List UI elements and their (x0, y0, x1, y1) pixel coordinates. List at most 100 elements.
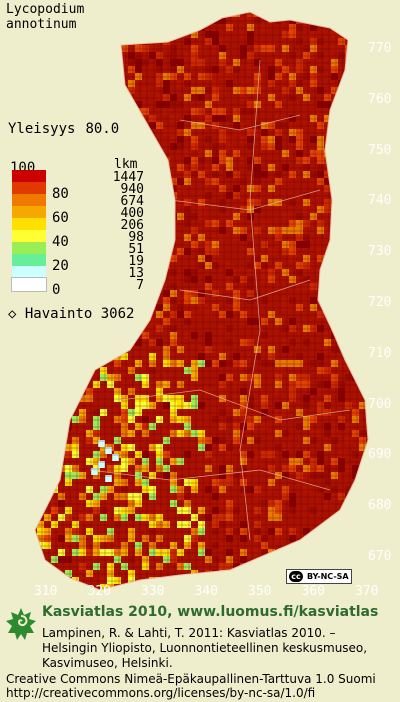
map-cell (338, 199, 345, 206)
map-cell (282, 591, 289, 598)
map-cell (359, 129, 366, 136)
site-title-link[interactable]: Kasviatlas 2010, www.luomus.fi/kasviatla… (42, 604, 379, 620)
map-cell (373, 17, 380, 24)
map-cell (35, 101, 37, 108)
legend-swatch (12, 218, 46, 231)
map-cell (142, 12, 149, 17)
map-cell (58, 164, 65, 171)
map-cell (79, 101, 86, 108)
map-cell (331, 535, 338, 542)
map-cell (338, 12, 345, 17)
map-cell (51, 87, 58, 94)
map-cell (338, 87, 345, 94)
map-cell (156, 248, 163, 255)
map-cell (121, 12, 128, 17)
map-cell (35, 451, 37, 458)
map-cell (58, 297, 65, 304)
legend-percent-label: 80 (52, 186, 69, 202)
map-cell (93, 220, 100, 227)
map-cell (156, 12, 163, 17)
map-cell (359, 269, 366, 276)
map-cell (352, 241, 359, 248)
map-cell (100, 353, 107, 360)
map-cell (35, 465, 37, 472)
map-cell (58, 108, 65, 115)
map-cell (86, 255, 93, 262)
map-cell (79, 297, 86, 304)
map-cell (114, 332, 121, 339)
map-cell (142, 297, 149, 304)
map-cell (289, 12, 296, 17)
map-cell (58, 45, 65, 52)
map-cell (135, 129, 142, 136)
map-cell (149, 234, 156, 241)
map-cell (156, 255, 163, 262)
map-cell (359, 493, 366, 500)
map-cell (338, 276, 345, 283)
map-cell (114, 339, 121, 346)
map-cell (366, 465, 368, 472)
map-cell (86, 143, 93, 150)
map-cell (107, 346, 114, 353)
map-cell (72, 199, 79, 206)
map-cell (359, 367, 366, 374)
map-cell (58, 157, 65, 164)
map-cell (79, 255, 86, 262)
map-cell (35, 437, 37, 444)
map-cell (345, 213, 352, 220)
map-cell (65, 108, 72, 115)
map-cell (163, 213, 170, 220)
map-cell (324, 12, 331, 17)
y-tick-label: 700 (368, 396, 392, 412)
map-cell (345, 171, 352, 178)
map-cell (79, 269, 86, 276)
map-cell (100, 157, 107, 164)
map-cell (240, 577, 247, 584)
map-cell (100, 339, 107, 346)
map-cell (58, 409, 65, 416)
legend-swatch (12, 170, 46, 183)
map-cell (37, 472, 44, 479)
map-cell (44, 143, 51, 150)
map-cell (191, 577, 198, 584)
map-cell (373, 234, 380, 241)
map-cell (324, 528, 331, 535)
map-cell (35, 500, 37, 507)
map-cell (86, 248, 93, 255)
map-cell (44, 458, 51, 465)
y-tick-label: 740 (368, 193, 392, 209)
map-cell (226, 584, 233, 590)
map-cell (289, 556, 296, 563)
map-cell (44, 80, 51, 87)
frequency-label: Yleisyys (8, 121, 76, 137)
legend-count-label: 98 (128, 230, 144, 245)
map-cell (359, 59, 366, 66)
map-cell (44, 339, 51, 346)
map-cell (65, 38, 72, 45)
map-cell (338, 248, 345, 255)
map-cell (205, 17, 212, 24)
map-cell (156, 17, 163, 24)
map-cell (58, 430, 65, 437)
map-cell (331, 185, 338, 192)
map-cell (352, 199, 359, 206)
map-cell (93, 213, 100, 220)
map-cell (345, 500, 352, 507)
map-cell (345, 12, 352, 17)
map-cell (44, 31, 51, 38)
map-cell (51, 80, 58, 87)
map-cell (163, 220, 170, 227)
map-cell (51, 346, 58, 353)
map-cell (359, 171, 366, 178)
map-cell (121, 122, 128, 129)
map-cell (345, 143, 352, 150)
map-cell (352, 486, 359, 493)
map-cell (177, 577, 184, 584)
map-cell (331, 157, 338, 164)
map-cell (331, 262, 338, 269)
map-cell (100, 332, 107, 339)
map-cell (35, 290, 37, 297)
license-url-link[interactable]: http://creativecommons.org/licenses/by-n… (6, 686, 316, 700)
map-cell (359, 38, 366, 45)
map-cell (107, 52, 114, 59)
